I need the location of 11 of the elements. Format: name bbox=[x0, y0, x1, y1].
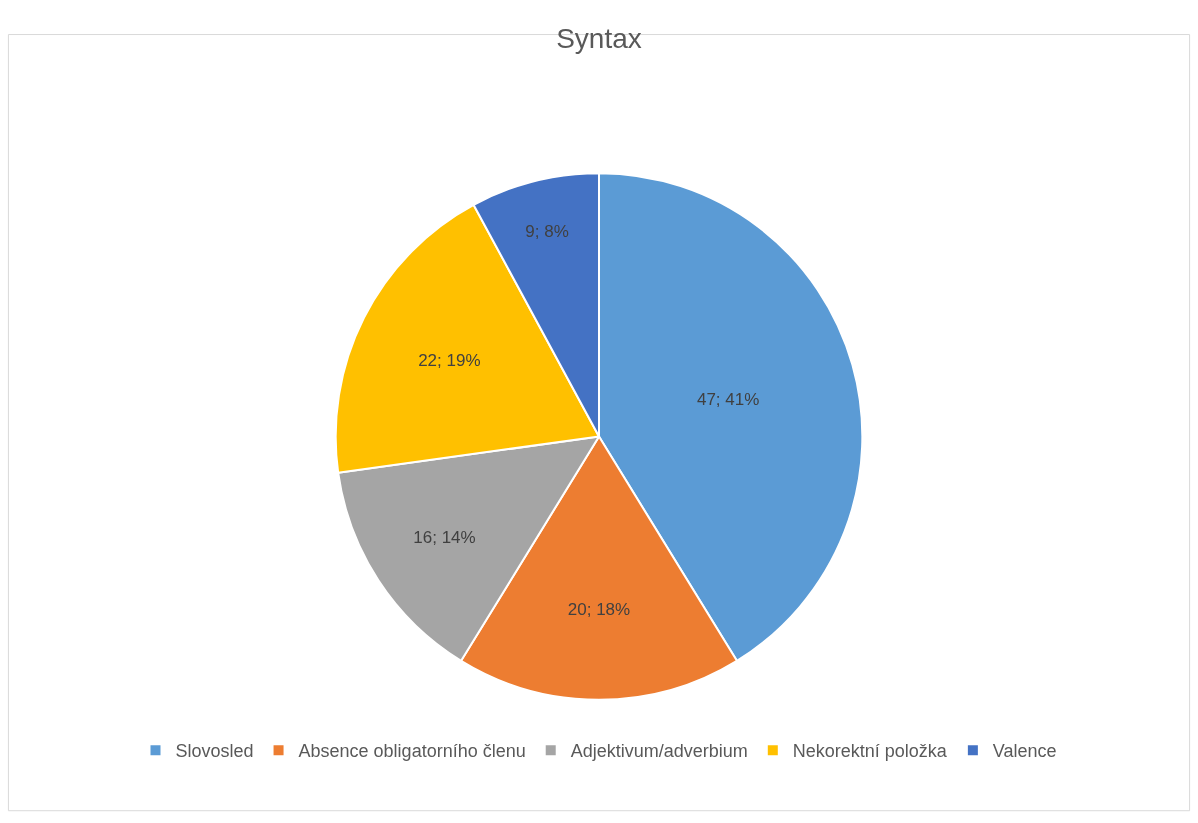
data-label: 47; 41% bbox=[696, 390, 760, 410]
legend-label: Absence obligatorního členu bbox=[298, 741, 526, 762]
legend-label: Slovosled bbox=[175, 741, 254, 762]
legend-label: Valence bbox=[992, 741, 1057, 762]
legend-label: Adjektivum/adverbium bbox=[570, 741, 748, 762]
data-label: 22; 19% bbox=[418, 351, 481, 371]
data-label: 16; 14% bbox=[413, 527, 476, 547]
legend-label: Nekorektní položka bbox=[792, 741, 948, 762]
data-label: 9; 8% bbox=[525, 222, 569, 242]
data-label: 20; 18% bbox=[567, 599, 631, 619]
chart-title: Syntax bbox=[556, 23, 642, 55]
